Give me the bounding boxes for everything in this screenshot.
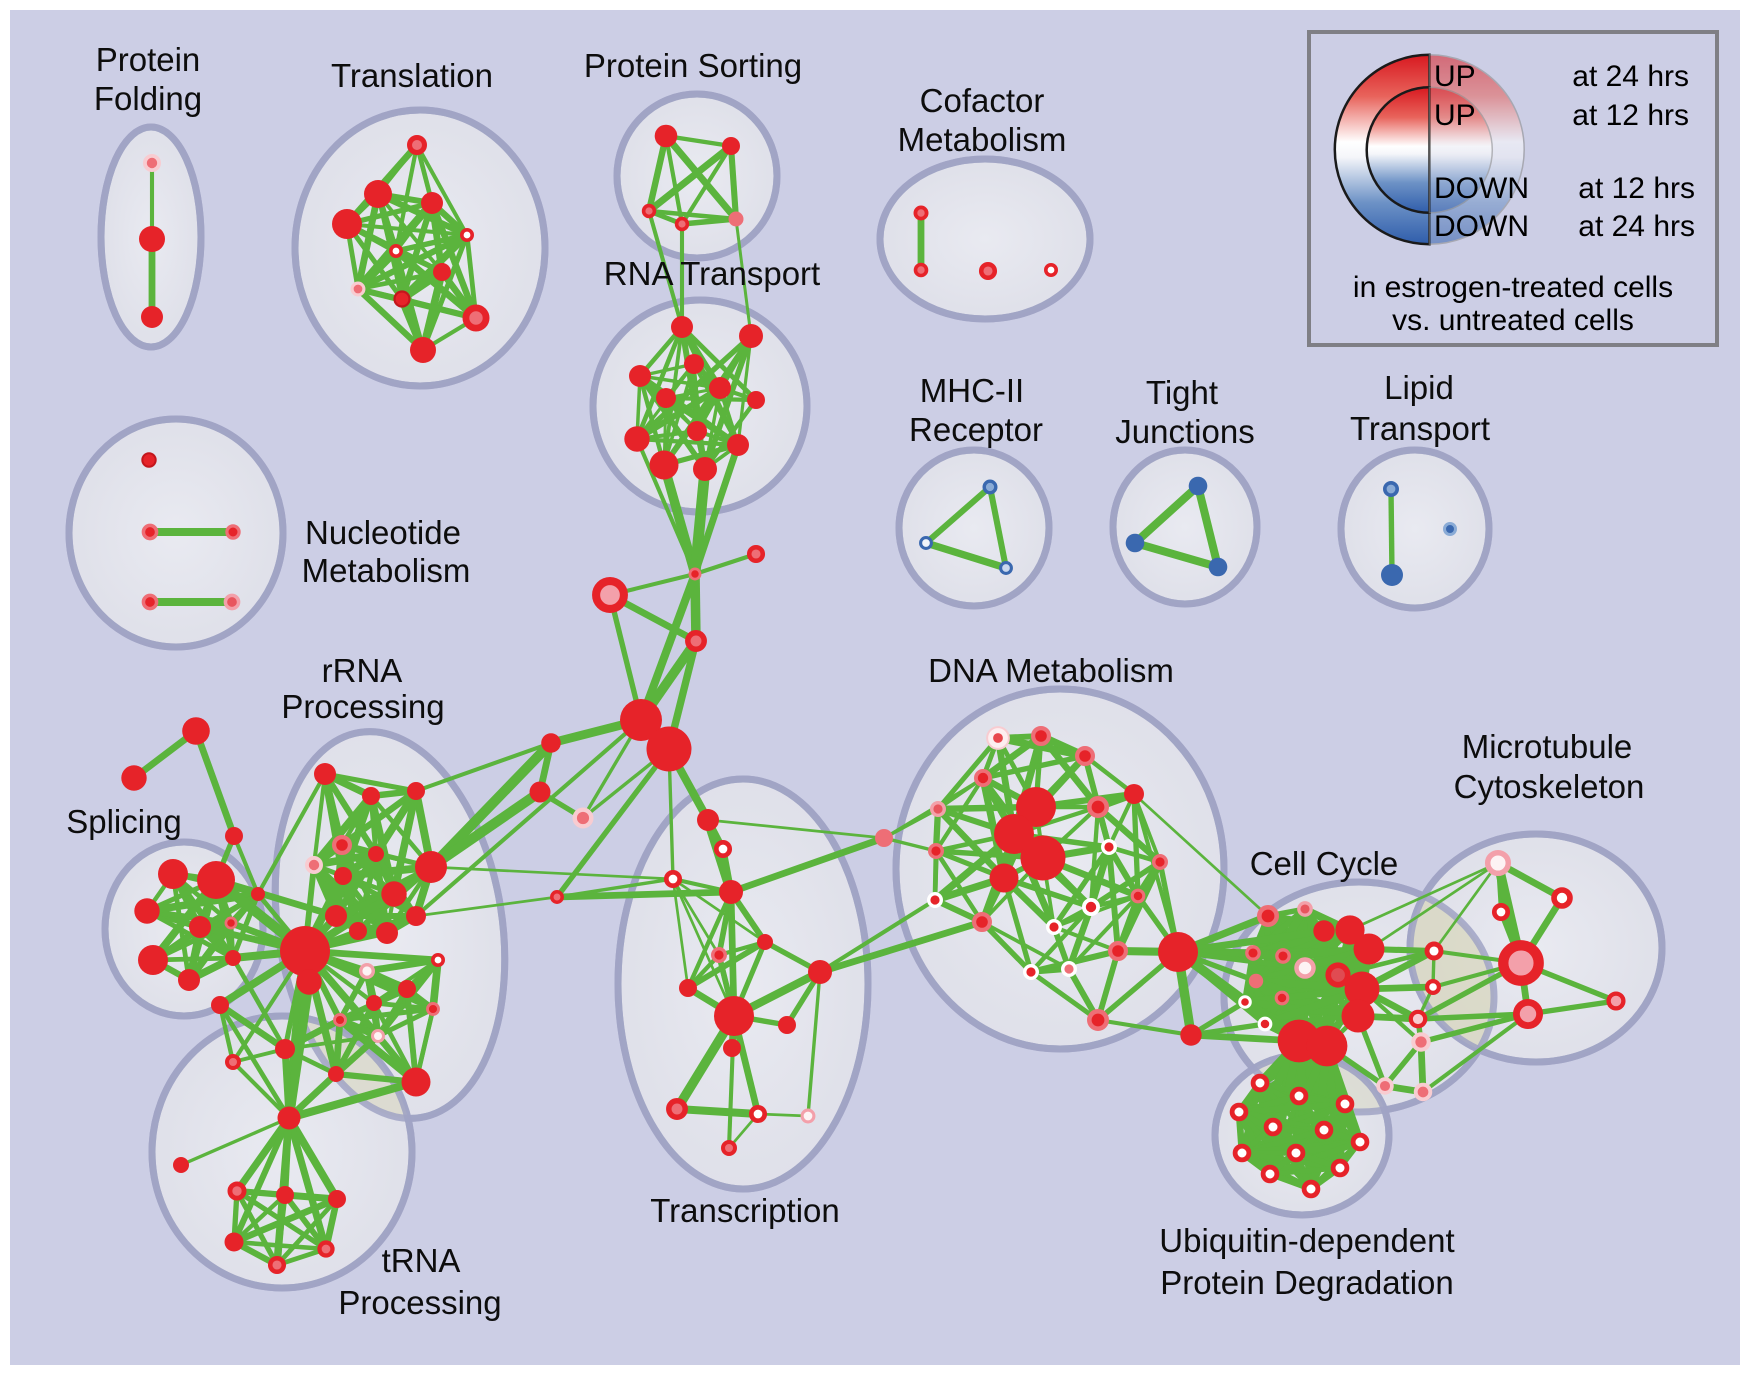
svg-text:in estrogen-treated cells: in estrogen-treated cells <box>1353 271 1673 304</box>
svg-text:Transcription: Transcription <box>650 1192 840 1229</box>
svg-text:Tight: Tight <box>1146 374 1218 411</box>
svg-text:Protein: Protein <box>96 41 201 78</box>
svg-text:Ubiquitin-dependent: Ubiquitin-dependent <box>1159 1222 1454 1259</box>
svg-text:Protein Degradation: Protein Degradation <box>1160 1264 1454 1301</box>
svg-text:MHC-II: MHC-II <box>920 372 1024 409</box>
svg-text:Metabolism: Metabolism <box>302 552 471 589</box>
svg-text:UP: UP <box>1434 60 1476 93</box>
svg-text:Translation: Translation <box>331 57 493 94</box>
svg-text:Nucleotide: Nucleotide <box>305 514 461 551</box>
svg-text:Processing: Processing <box>281 688 444 725</box>
svg-text:at 24 hrs: at 24 hrs <box>1578 210 1695 243</box>
svg-text:tRNA: tRNA <box>382 1242 461 1279</box>
svg-text:Receptor: Receptor <box>909 411 1043 448</box>
svg-text:Cell Cycle: Cell Cycle <box>1250 845 1399 882</box>
svg-text:vs. untreated cells: vs. untreated cells <box>1392 304 1634 337</box>
svg-text:Cofactor: Cofactor <box>920 82 1045 119</box>
svg-text:Folding: Folding <box>94 80 202 117</box>
svg-text:UP: UP <box>1434 99 1476 132</box>
svg-text:Lipid: Lipid <box>1384 369 1454 406</box>
svg-text:Transport: Transport <box>1350 410 1490 447</box>
svg-text:at 12 hrs: at 12 hrs <box>1578 172 1695 205</box>
svg-text:DOWN: DOWN <box>1434 210 1529 243</box>
svg-text:rRNA: rRNA <box>322 652 403 689</box>
svg-text:Junctions: Junctions <box>1115 413 1254 450</box>
svg-text:at 12 hrs: at 12 hrs <box>1572 99 1689 132</box>
svg-text:DNA Metabolism: DNA Metabolism <box>928 652 1174 689</box>
svg-text:Protein Sorting: Protein Sorting <box>584 47 802 84</box>
svg-text:Processing: Processing <box>338 1284 501 1321</box>
svg-text:Splicing: Splicing <box>66 803 182 840</box>
svg-text:RNA Transport: RNA Transport <box>604 255 820 292</box>
svg-text:at 24 hrs: at 24 hrs <box>1572 60 1689 93</box>
svg-text:Cytoskeleton: Cytoskeleton <box>1454 768 1645 805</box>
svg-text:Metabolism: Metabolism <box>898 121 1067 158</box>
svg-text:Microtubule: Microtubule <box>1462 728 1633 765</box>
svg-text:DOWN: DOWN <box>1434 172 1529 205</box>
